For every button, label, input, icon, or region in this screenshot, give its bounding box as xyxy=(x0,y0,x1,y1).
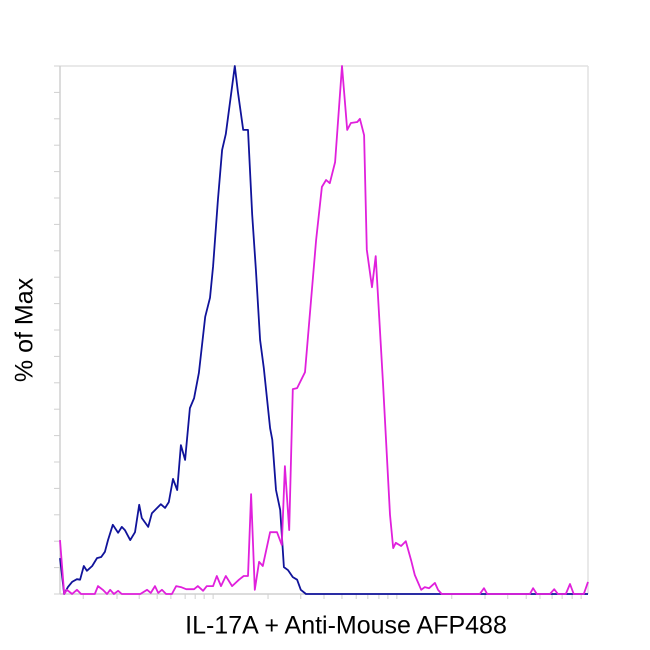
series-line-magenta xyxy=(59,65,589,595)
y-axis-label: % of Max xyxy=(10,277,39,383)
x-axis-ticks xyxy=(82,594,582,599)
y-axis-ticks xyxy=(54,65,60,595)
x-axis-label: IL-17A + Anti-Mouse AFP488 xyxy=(185,611,507,640)
series-line-blue xyxy=(59,65,588,595)
plot-frame xyxy=(59,65,589,595)
series-lines xyxy=(59,65,589,595)
